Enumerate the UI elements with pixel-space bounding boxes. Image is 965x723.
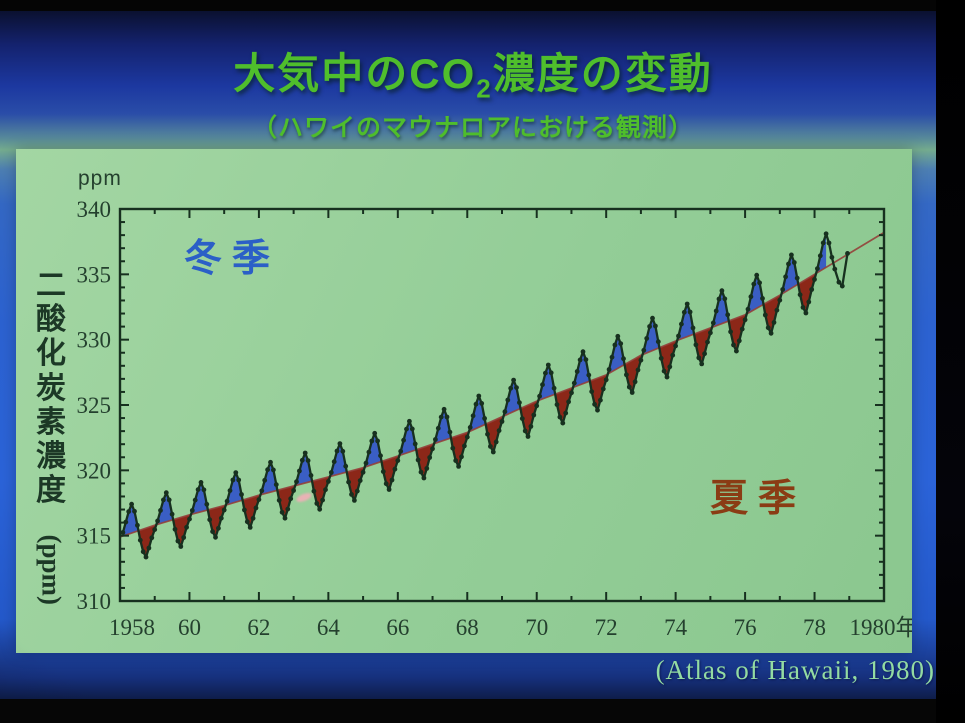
- svg-text:315: 315: [77, 524, 112, 549]
- y-axis-title: 二酸化炭素濃度 (ppm): [32, 269, 70, 605]
- svg-text:64: 64: [317, 615, 341, 640]
- winter-annotation: 冬季: [184, 238, 281, 280]
- chart-panel: 310 315 320 325 330 335 340 1958 60 62 64 66 68 70 72 7…: [16, 149, 912, 653]
- photo-frame-right: [936, 0, 965, 723]
- svg-text:330: 330: [77, 328, 112, 353]
- svg-text:76: 76: [734, 615, 757, 640]
- svg-text:66: 66: [386, 615, 409, 640]
- slide-subtitle: （ハワイのマウナロアにおける観測）: [251, 114, 694, 143]
- title-text-prefix: 大気中のCO: [233, 50, 477, 97]
- svg-text:72: 72: [595, 615, 618, 640]
- svg-text:70: 70: [525, 615, 548, 640]
- slide-title: 大気中のCO2濃度の変動: [8, 40, 938, 104]
- slide-title-block: 大気中のCO2濃度の変動 （ハワイのマウナロアにおける観測）: [8, 40, 938, 144]
- svg-text:60: 60: [178, 615, 201, 640]
- keeling-curve-chart: 310 315 320 325 330 335 340 1958 60 62 64 66 68 70 72 7…: [77, 197, 913, 640]
- y-axis-unit-label: ppm: [78, 167, 122, 190]
- svg-text:78: 78: [803, 615, 826, 640]
- svg-text:62: 62: [247, 615, 270, 640]
- y-axis-title-vertical-text: 二酸化炭素濃度: [36, 269, 66, 508]
- y-axis-title-unit: (ppm): [36, 534, 67, 606]
- svg-text:68: 68: [456, 615, 479, 640]
- svg-text:310: 310: [77, 589, 112, 614]
- photo-frame-top: [0, 0, 965, 11]
- photo-frame-bottom: [0, 699, 965, 723]
- summer-annotation: 夏季: [710, 478, 807, 520]
- svg-text:1980年: 1980年: [850, 615, 913, 640]
- title-text-suffix: 濃度の変動: [492, 50, 713, 97]
- title-subscript-2: 2: [476, 73, 493, 104]
- svg-text:325: 325: [77, 393, 112, 418]
- svg-text:340: 340: [77, 197, 112, 222]
- source-attribution: (Atlas of Hawaii, 1980): [655, 655, 935, 685]
- svg-text:74: 74: [664, 615, 688, 640]
- svg-text:1958: 1958: [109, 615, 155, 640]
- svg-text:320: 320: [77, 458, 112, 483]
- svg-text:335: 335: [77, 262, 112, 287]
